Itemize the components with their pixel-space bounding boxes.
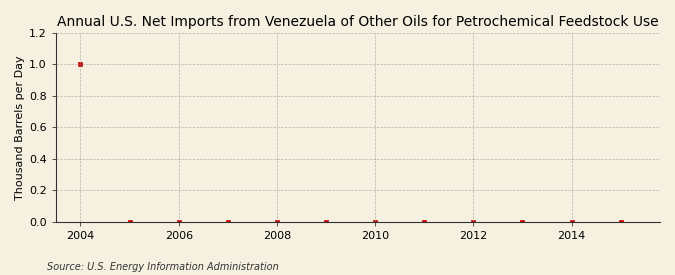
Title: Annual U.S. Net Imports from Venezuela of Other Oils for Petrochemical Feedstock: Annual U.S. Net Imports from Venezuela o… (57, 15, 659, 29)
Text: Source: U.S. Energy Information Administration: Source: U.S. Energy Information Administ… (47, 262, 279, 272)
Y-axis label: Thousand Barrels per Day: Thousand Barrels per Day (15, 55, 25, 200)
